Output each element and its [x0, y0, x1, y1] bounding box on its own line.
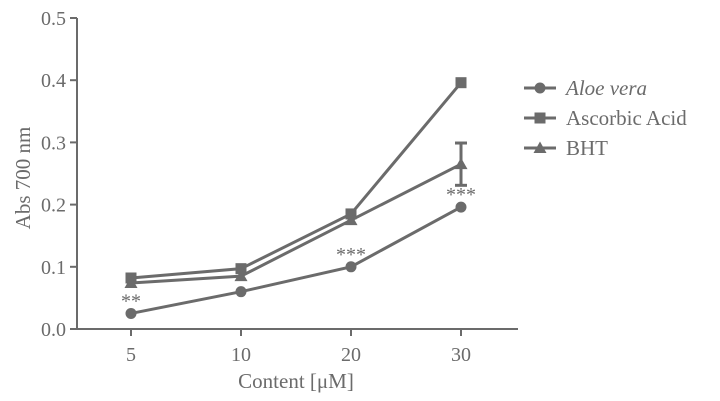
- series-layer: [124, 77, 468, 319]
- series-square: [125, 77, 467, 284]
- y-axis-title: Abs 700 nm: [11, 127, 35, 230]
- data-point: [454, 157, 468, 170]
- significance-annotation: ***: [336, 244, 366, 266]
- significance-annotation: **: [121, 290, 141, 312]
- legend-label: BHT: [566, 136, 608, 160]
- legend: Aloe vera Ascorbic Acid BHT: [524, 76, 687, 160]
- y-tick-label: 0.3: [41, 132, 66, 154]
- axes: 0.0 0.1 0.2 0.3 0.4 0.5 5 10 20 30: [41, 8, 518, 366]
- x-tick-label: 20: [341, 344, 361, 366]
- y-tick-label: 0.5: [41, 8, 66, 30]
- data-point: [124, 276, 138, 288]
- x-tick-label: 30: [451, 344, 471, 366]
- x-tick-label: 5: [126, 344, 136, 366]
- legend-marker: [533, 141, 547, 153]
- x-axis-title: Content [μM]: [238, 369, 354, 393]
- legend-label: Aloe vera: [564, 76, 647, 100]
- y-tick-label: 0.1: [41, 257, 66, 279]
- series-line: [130, 205, 462, 315]
- data-point: [125, 307, 137, 319]
- legend-item: Aloe vera: [524, 76, 647, 100]
- y-tick-label: 0.0: [41, 319, 66, 341]
- series-line: [130, 162, 462, 285]
- legend-marker: [534, 112, 546, 124]
- series-circle: [125, 201, 467, 319]
- annotations: ********: [121, 184, 476, 312]
- y-tick-label: 0.4: [41, 70, 66, 92]
- y-tick-label: 0.2: [41, 195, 66, 217]
- data-point: [234, 269, 248, 282]
- series-triangle: [124, 141, 468, 288]
- data-point: [235, 263, 247, 275]
- data-point: [344, 213, 358, 226]
- legend-label: Ascorbic Acid: [566, 106, 687, 130]
- data-point: [235, 286, 247, 298]
- data-point: [345, 261, 357, 273]
- legend-item: BHT: [524, 136, 608, 160]
- data-point: [455, 201, 467, 213]
- significance-annotation: ***: [446, 184, 476, 206]
- series-line: [130, 81, 463, 280]
- legend-item: Ascorbic Acid: [524, 106, 687, 130]
- data-point: [455, 77, 467, 89]
- x-tick-label: 10: [231, 344, 251, 366]
- legend-marker: [534, 82, 546, 94]
